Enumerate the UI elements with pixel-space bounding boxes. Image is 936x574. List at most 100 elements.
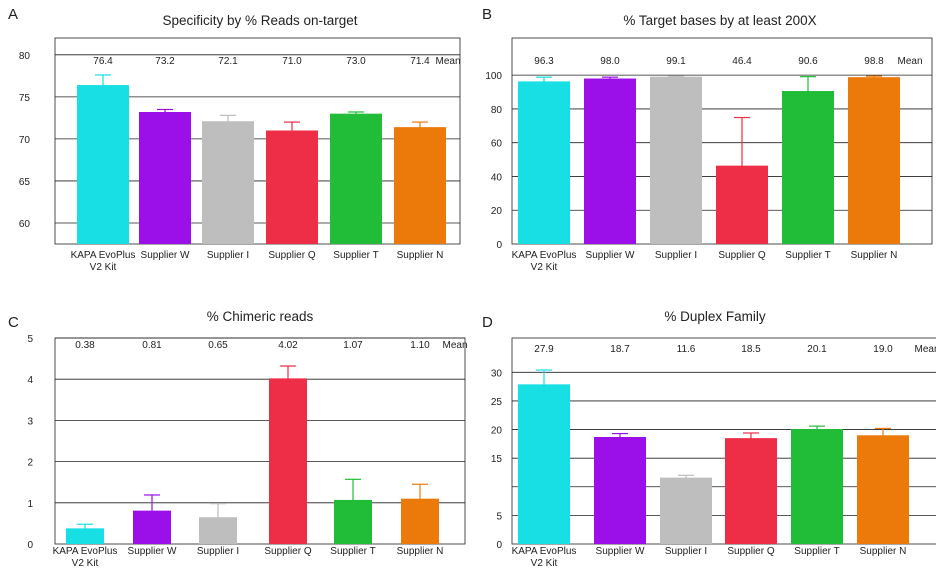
- category-label: Supplier T: [785, 250, 830, 261]
- bar: [650, 76, 702, 245]
- mean-word: Mean: [914, 344, 936, 355]
- category-label: Supplier W: [586, 250, 635, 261]
- category-label: Supplier I: [207, 250, 249, 261]
- y-tick-label: 65: [19, 177, 31, 188]
- mean-value-label: 98.0: [600, 56, 620, 67]
- y-tick-label: 4: [27, 375, 33, 386]
- mean-value-label: 0.38: [75, 340, 95, 351]
- mean-word: Mean: [897, 56, 922, 67]
- mean-value-label: 1.07: [343, 340, 363, 351]
- y-tick-label: 60: [19, 219, 31, 230]
- y-tick-label: 70: [19, 135, 31, 146]
- mean-value-label: 90.6: [798, 56, 818, 67]
- mean-value-label: 99.1: [666, 56, 686, 67]
- panel-letter: C: [8, 314, 19, 331]
- chart-title: % Target bases by at least 200X: [623, 13, 817, 28]
- y-tick-label: 20: [491, 206, 503, 217]
- category-label: Supplier N: [860, 546, 907, 557]
- mean-value-label: 73.0: [346, 56, 366, 67]
- category-label: KAPA EvoPlus V2 Kit: [512, 250, 577, 273]
- bar: [782, 91, 834, 244]
- bar: [725, 438, 777, 544]
- mean-value-label: 71.4: [410, 56, 430, 67]
- category-label: Supplier N: [397, 546, 444, 557]
- bar: [791, 428, 843, 544]
- y-tick-label: 20: [491, 426, 503, 437]
- mean-word: Mean: [435, 56, 460, 67]
- chart-svg: 0 1 2 3 4 5 0.38 KAPA EvoPlus V2 Kit 0.81 Supplier…: [27, 334, 467, 569]
- chart-svg: 0 20 40 60 80 100 96.3 KAPA EvoPlus V2 Kit 98.0 Su…: [485, 37, 933, 273]
- bar: [266, 130, 318, 244]
- mean-value-label: 19.0: [873, 344, 893, 355]
- y-tick-label: 5: [496, 511, 502, 522]
- category-label: Supplier T: [333, 250, 378, 261]
- bar: [660, 477, 712, 544]
- bar: [594, 436, 646, 544]
- chart-title: % Chimeric reads: [206, 309, 314, 324]
- plot-frame: [54, 37, 461, 245]
- mean-value-label: 76.4: [93, 56, 113, 67]
- category-label: Supplier W: [128, 546, 177, 557]
- mean-value-label: 96.3: [534, 56, 554, 67]
- y-tick-label: 60: [491, 139, 503, 150]
- mean-value-label: 20.1: [807, 344, 827, 355]
- y-tick-label: 75: [19, 93, 31, 104]
- panel-letter: B: [482, 6, 493, 23]
- mean-value-label: 72.1: [218, 56, 238, 67]
- y-tick-label: 15: [491, 454, 503, 465]
- bar: [139, 111, 191, 244]
- chart-panel-b: B % Target bases by at least 200X 0 20 40 6…: [470, 0, 936, 290]
- category-label: Supplier N: [397, 250, 444, 261]
- chart-panel-c: C % Chimeric reads 0 1 2 3 4 5 0.38 KAPA EvoPlu…: [0, 300, 470, 574]
- y-tick-label: 0: [27, 540, 33, 551]
- chart-title: % Duplex Family: [664, 309, 766, 324]
- bar: [518, 81, 570, 244]
- mean-value-label: 18.7: [610, 344, 630, 355]
- y-tick-label: 80: [491, 105, 503, 116]
- mean-value-label: 27.9: [534, 344, 554, 355]
- bar: [202, 121, 254, 244]
- chart-panel-a: A Specificity by % Reads on-target 60 65 7…: [0, 0, 470, 290]
- bar: [848, 77, 900, 244]
- mean-value-label: 0.65: [208, 340, 228, 351]
- category-label: Supplier I: [655, 250, 697, 261]
- category-label: Supplier I: [197, 546, 239, 557]
- category-label: KAPA EvoPlus V2 Kit: [53, 546, 118, 569]
- mean-value-label: 46.4: [732, 56, 752, 67]
- bar: [269, 378, 307, 544]
- bar: [584, 78, 636, 244]
- category-label: Supplier Q: [264, 546, 311, 557]
- bar: [330, 113, 382, 245]
- category-label: Supplier Q: [268, 250, 315, 261]
- chart-svg: 0 5 15 20 25 30 27.9 KAPA EvoPlus V2 Kit 18.7 Supp…: [491, 337, 936, 569]
- category-label: Supplier T: [794, 546, 839, 557]
- mean-value-label: 98.8: [864, 56, 884, 67]
- y-tick-label: 30: [491, 368, 503, 379]
- y-tick-label: 1: [27, 499, 33, 510]
- chart-svg: 60 65 70 75 80 76.4 KAPA EvoPlus V2 Kit 73.2 Supp…: [19, 37, 461, 273]
- chart-title: Specificity by % Reads on-target: [162, 13, 358, 28]
- bar: [394, 127, 446, 244]
- category-label: Supplier I: [665, 546, 707, 557]
- mean-value-label: 71.0: [282, 56, 302, 67]
- mean-value-label: 0.81: [142, 340, 162, 351]
- panel-letter: D: [482, 314, 493, 331]
- panel-letter: A: [8, 6, 19, 23]
- bar: [857, 435, 909, 544]
- category-label: Supplier Q: [718, 250, 765, 261]
- category-label: Supplier Q: [727, 546, 774, 557]
- bar: [77, 85, 129, 244]
- y-tick-label: 0: [496, 240, 502, 251]
- y-tick-label: 2: [27, 458, 33, 469]
- mean-value-label: 11.6: [677, 344, 696, 355]
- category-label: KAPA EvoPlus V2 Kit: [512, 546, 577, 569]
- category-label: Supplier N: [851, 250, 898, 261]
- y-tick-label: 100: [485, 71, 502, 82]
- category-label: KAPA EvoPlus V2 Kit: [71, 250, 136, 273]
- mean-value-label: 1.10: [410, 340, 430, 351]
- y-tick-label: 5: [27, 334, 33, 345]
- y-tick-label: 0: [496, 540, 502, 551]
- mean-value-label: 73.2: [155, 56, 175, 67]
- bar: [518, 384, 570, 544]
- y-tick-label: 3: [27, 416, 33, 427]
